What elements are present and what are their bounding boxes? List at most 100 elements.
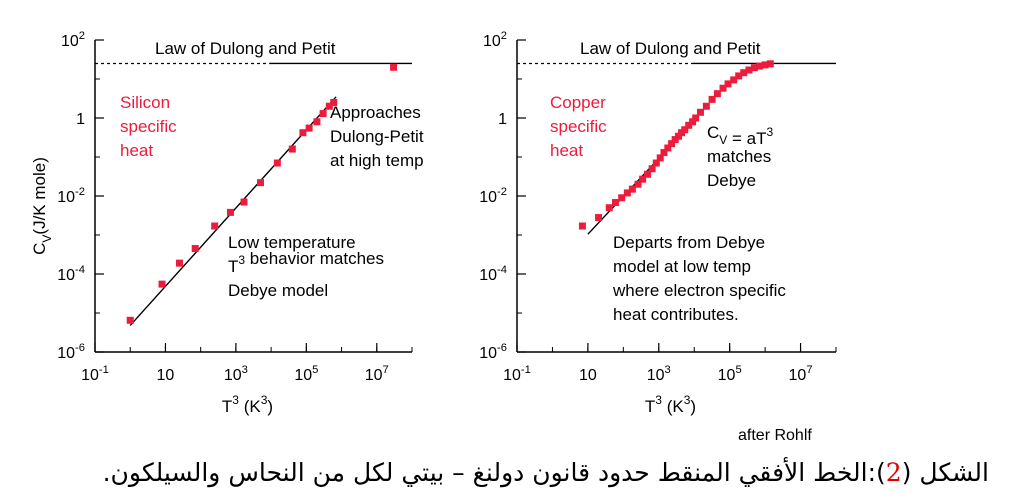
y-tick-label-base: 10 [57,267,75,284]
x-tick-label-exp: 5 [312,364,318,376]
dulong-petit-reference: Law of Dulong and Petit [517,39,836,65]
data-point [692,114,700,122]
x-axis-label-unit: (K [662,397,684,416]
data-point [126,316,134,324]
x-tick-label: 107 [365,364,389,384]
x-tick-label-exp: 7 [806,364,812,376]
data-point [305,124,313,132]
y-tick-label: 10-6 [479,342,507,362]
annotation-line: Approaches [330,103,421,122]
x-axis-label-unit: (K [239,397,261,416]
y-tick-label-base: 10 [479,189,497,206]
x-tick-label-base: 10 [157,367,175,384]
x-tick-label-base: 10 [579,367,597,384]
y-tick-label: 10-4 [57,264,85,284]
data-point [689,118,697,126]
x-tick-label-base: 10 [365,367,383,384]
annotation-line: at high temp [330,151,424,170]
data-point [740,69,748,77]
data-point [745,66,753,74]
figure-caption: الشكل (2):الخط الأفقي المنقط حدود قانون … [20,448,989,498]
annotation-text: behavior matches [245,249,384,268]
y-tick-label-exp: -6 [75,342,85,354]
data-point [674,132,682,140]
y-tick-label: 1 [76,111,85,128]
x-axis-label-base: T [645,397,655,416]
caption-prefix: الشكل ( [901,458,989,487]
x-axis-label-exp: 3 [655,393,662,407]
y-tick-label-base: 1 [76,111,85,128]
x-tick-label: 105 [294,364,318,384]
caption-text: ):الخط الأفقي المنقط حدود قانون دولنغ – … [102,458,886,487]
data-point [664,144,672,152]
y-tick-label-exp: -4 [75,264,85,276]
data-point [719,84,727,92]
dulong-petit-reference: Law of Dulong and Petit [95,39,412,65]
data-point [611,199,619,207]
annotation-line: Low temperature [228,233,356,252]
annotation-sub: V [719,133,727,147]
y-tick-label-exp: -2 [497,186,507,198]
x-tick-label-exp: 7 [383,364,389,376]
data-point [226,208,234,216]
annotation-line: Debye [707,171,756,190]
data-point [175,259,183,267]
x-tick-label-base: 10 [81,367,99,384]
data-point [618,194,626,202]
caption-number: 2 [885,458,902,487]
x-axis-label: T3 (K3) [222,393,273,416]
x-tick-label-exp: 3 [665,364,671,376]
x-tick-label-exp: -1 [521,364,531,376]
data-point [643,170,651,178]
data-point [330,98,338,106]
y-tick-label-base: 10 [479,267,497,284]
data-point [761,61,769,69]
x-axis-label-exp2: 3 [684,393,691,407]
y-tick-label-base: 10 [57,189,75,206]
y-tick-label: 1 [498,111,507,128]
annotation-text: = aT [727,129,766,148]
x-tick-label-base: 10 [224,367,242,384]
x-tick-label: 107 [789,364,813,384]
annotation-exp: 3 [238,253,245,267]
annotation-exp: 3 [767,125,774,139]
x-tick-label-base: 10 [647,367,665,384]
data-point [756,62,764,70]
data-point [325,102,333,110]
data-point [240,198,248,206]
material-label: Copper [550,93,606,112]
data-point [158,280,166,288]
data-point [313,118,321,126]
y-tick-label-exp: -2 [75,186,85,198]
data-point [724,80,732,88]
x-axis-label-exp: 3 [232,393,239,407]
annotation-line: Debye model [228,281,328,300]
x-tick-label: 10 [157,367,175,384]
data-points [126,63,398,326]
y-tick-label-exp: 2 [501,30,507,42]
credit-text: after Rohlf [738,427,812,444]
data-point [681,126,689,134]
x-tick-label-exp: 3 [242,364,248,376]
y-tick-label-base: 1 [498,111,507,128]
y-tick-label-exp: -6 [497,342,507,354]
data-point [623,189,631,197]
dulong-petit-label: Law of Dulong and Petit [155,39,336,58]
material-label: heat [550,141,583,160]
x-tick-label: 103 [224,364,248,384]
x-axis-label-end: ) [267,397,273,416]
annotation-text: T [228,257,238,276]
data-point [766,60,774,68]
data-points [578,60,774,235]
y-tick-label: 102 [483,30,507,50]
material-label: Silicon [120,93,170,112]
x-tick-label-base: 10 [718,367,736,384]
annotation-line: Dulong-Petit [330,127,424,146]
annotation-line: Departs from Debye [613,233,765,252]
